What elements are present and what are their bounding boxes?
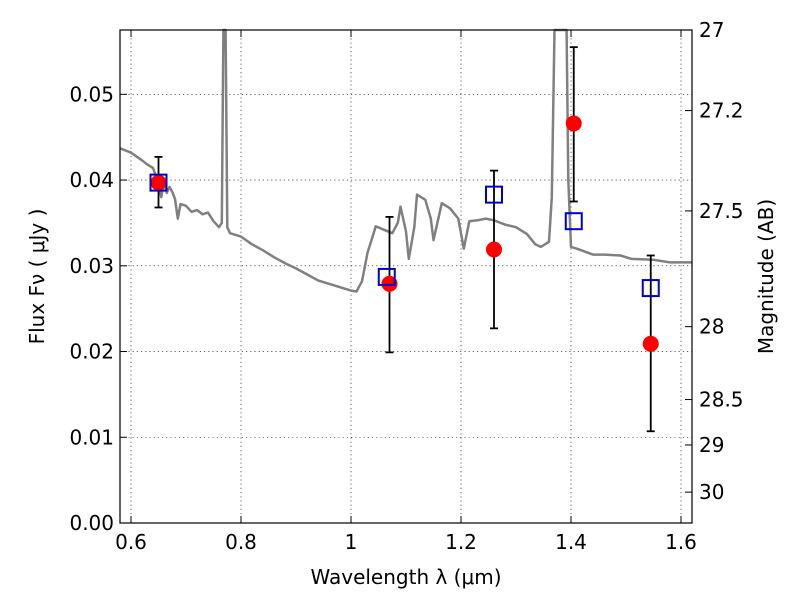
plot-frame [119, 29, 693, 524]
grid-layer [120, 30, 692, 524]
observed-point [642, 335, 659, 352]
y2-tick-label: 27 [699, 18, 724, 42]
tick-layer: 0.6 0.8 1 1.2 1.4 1.6 0.00 0.01 0.02 0.03 0.04 0.05… [69, 18, 743, 554]
y-tick-label: 0.03 [69, 254, 114, 278]
y2-tick-label: 29 [699, 433, 724, 457]
observed-points-layer [150, 115, 659, 352]
model-point [564, 212, 583, 231]
x-tick-label: 0.6 [115, 530, 147, 554]
y-tick-label: 0.05 [69, 82, 114, 106]
model-spectrum-layer [119, 28, 692, 293]
observed-point [565, 115, 582, 132]
x-tick-label: 1 [345, 530, 358, 554]
x-tick-label: 1.4 [555, 530, 587, 554]
x-tick-label: 0.8 [225, 530, 257, 554]
y-tick-label: 0.02 [69, 340, 114, 364]
model-point [149, 173, 168, 192]
y-tick-label: 0.01 [69, 425, 114, 449]
y2-tick-label: 28.5 [699, 388, 744, 412]
y2-tick-label: 28 [699, 315, 724, 339]
y-axis-title: Flux Fν ( μJy ) [25, 209, 49, 345]
x-tick-label: 1.6 [665, 530, 697, 554]
y2-tick-label: 27.2 [699, 99, 744, 123]
x-tick-label: 1.2 [445, 530, 477, 554]
y2-tick-label: 30 [699, 480, 724, 504]
observed-point [381, 275, 398, 292]
errorbar-layer [154, 46, 655, 433]
x-axis-title: Wavelength λ (μm) [310, 565, 501, 589]
observed-point [486, 241, 502, 258]
model-point [641, 279, 660, 298]
model-points-layer [149, 173, 660, 298]
model-spectrum-line [119, 28, 692, 293]
y-tick-label: 0.00 [69, 511, 114, 535]
model-point [485, 185, 503, 204]
model-point [377, 267, 396, 286]
y2-axis-title: Magnitude (AB) [754, 199, 778, 354]
y2-tick-label: 27.5 [699, 199, 744, 223]
y-tick-label: 0.04 [69, 168, 114, 192]
observed-point [150, 174, 167, 191]
